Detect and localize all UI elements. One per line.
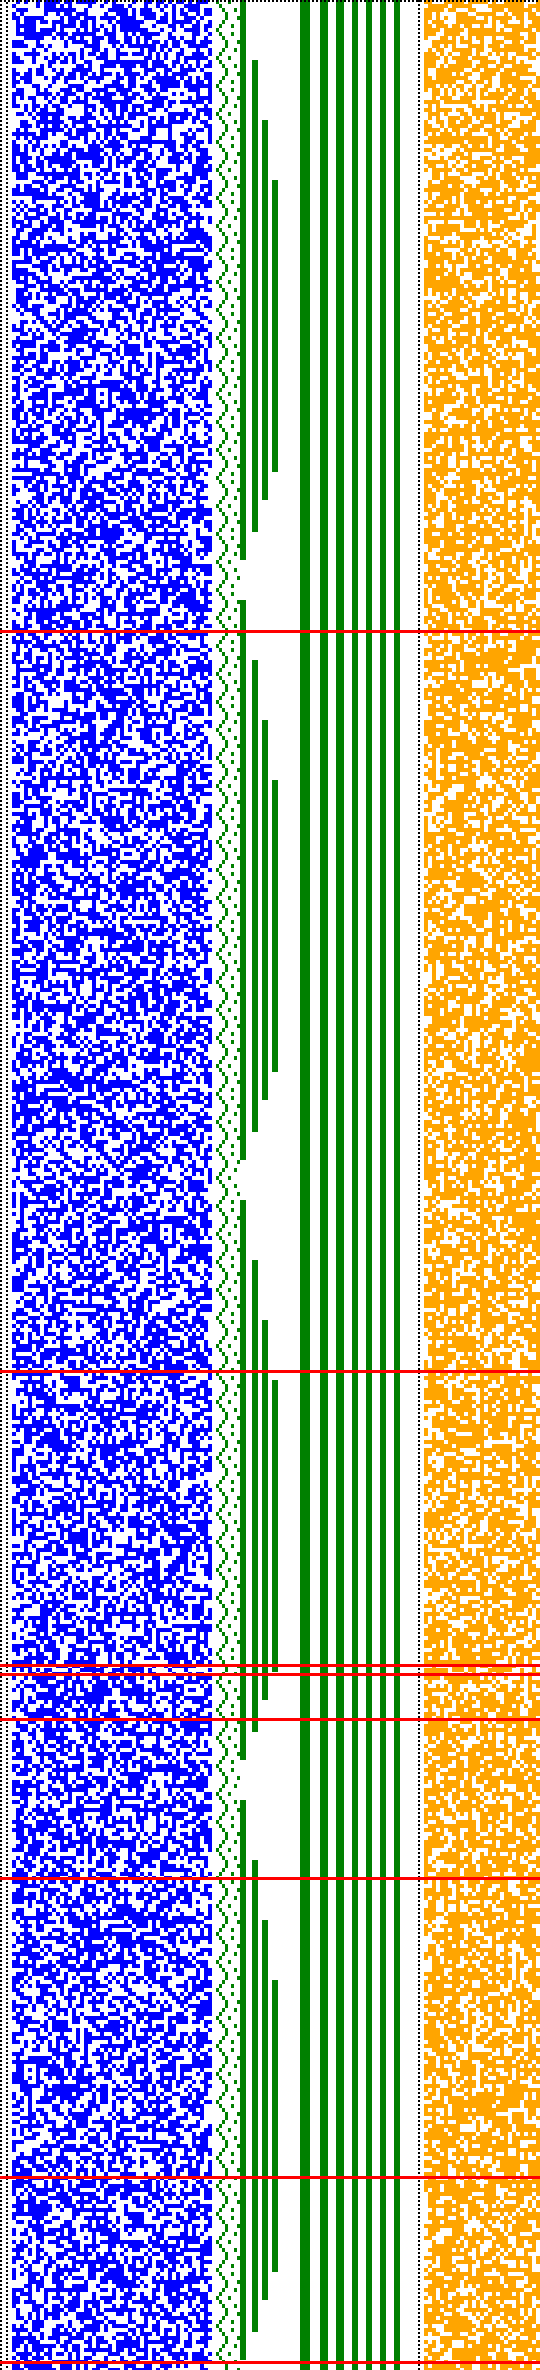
orange-noise-panel: [424, 0, 540, 2370]
red-separator-line: [0, 1718, 540, 1721]
red-separator-line: [0, 1370, 540, 1373]
red-separator-line: [0, 1664, 540, 1667]
red-separator-line: [0, 630, 540, 633]
red-separator-line: [0, 2176, 540, 2179]
green-staircase-panel: [216, 0, 400, 2370]
blue-noise-panel: [12, 0, 212, 2370]
red-separator-line: [0, 1877, 540, 1880]
red-separator-line: [0, 1673, 540, 1676]
red-separator-line: [0, 2361, 540, 2364]
